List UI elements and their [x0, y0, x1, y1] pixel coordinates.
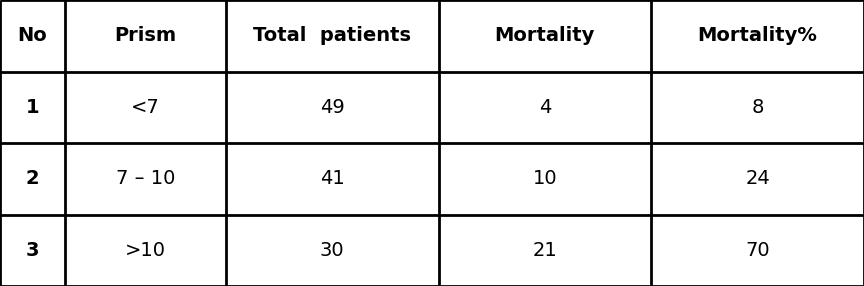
Text: Prism: Prism [114, 26, 176, 45]
Text: 10: 10 [532, 169, 557, 188]
Text: 3: 3 [26, 241, 40, 260]
Text: Total  patients: Total patients [253, 26, 411, 45]
Text: <7: <7 [131, 98, 160, 117]
Text: 41: 41 [320, 169, 345, 188]
Text: 70: 70 [746, 241, 770, 260]
Text: Mortality: Mortality [495, 26, 595, 45]
Text: No: No [17, 26, 48, 45]
Text: 8: 8 [752, 98, 764, 117]
Text: 7 – 10: 7 – 10 [116, 169, 175, 188]
Text: 24: 24 [746, 169, 770, 188]
Text: 2: 2 [26, 169, 40, 188]
Text: Mortality%: Mortality% [698, 26, 817, 45]
Text: 1: 1 [26, 98, 40, 117]
Text: >10: >10 [125, 241, 166, 260]
Text: 30: 30 [320, 241, 345, 260]
Text: 21: 21 [532, 241, 557, 260]
Text: 49: 49 [320, 98, 345, 117]
Text: 4: 4 [538, 98, 551, 117]
